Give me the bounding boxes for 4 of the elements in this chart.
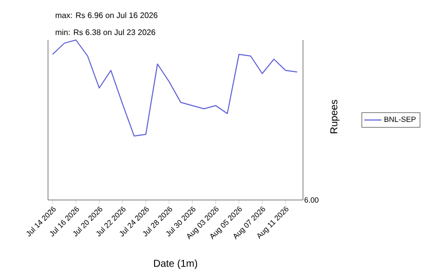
x-axis-title: Date (1m): [154, 260, 198, 269]
text: max: Rs 6.96 on Jul 16 2026: [56, 12, 158, 18]
text: min: Rs 6.38 on Jul 23 2026: [56, 29, 156, 36]
y-axis-title: Rupees: [330, 100, 340, 134]
